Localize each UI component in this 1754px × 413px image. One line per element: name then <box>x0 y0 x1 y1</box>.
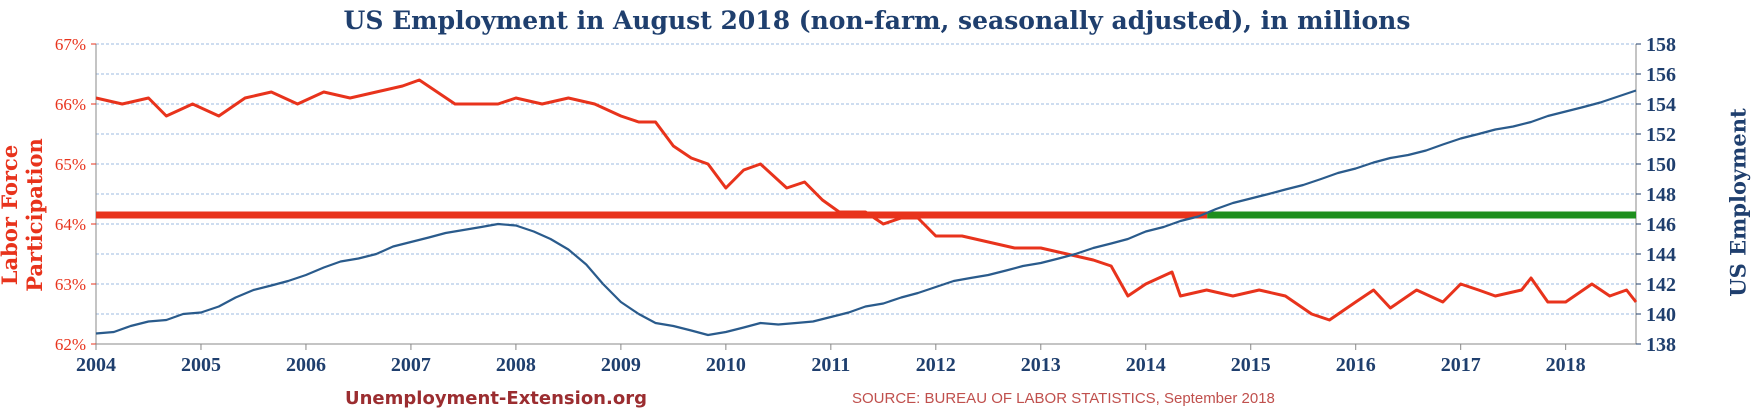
right-tick-label: 138 <box>1646 334 1676 356</box>
x-tick-label: 2011 <box>811 354 850 376</box>
left-tick-label: 63% <box>55 275 86 294</box>
left-tick-label: 62% <box>55 335 86 354</box>
site-credit: Unemployment-Extension.org <box>345 388 647 409</box>
x-tick-label: 2018 <box>1546 354 1586 376</box>
x-tick-label: 2017 <box>1441 354 1481 376</box>
source-credit: SOURCE: BUREAU OF LABOR STATISTICS, Sept… <box>852 390 1275 407</box>
right-tick-label: 146 <box>1646 214 1676 236</box>
right-tick-label: 154 <box>1646 94 1676 116</box>
right-tick-label: 148 <box>1646 184 1676 206</box>
x-tick-label: 2006 <box>286 354 326 376</box>
right-tick-label: 142 <box>1646 274 1676 296</box>
left-tick-label: 64% <box>55 215 86 234</box>
left-tick-label: 65% <box>55 155 86 174</box>
x-tick-label: 2007 <box>391 354 431 376</box>
x-tick-label: 2005 <box>181 354 221 376</box>
right-tick-label: 150 <box>1646 154 1676 176</box>
chart-title: US Employment in August 2018 (non-farm, … <box>343 6 1411 35</box>
participation-line <box>95 78 1638 322</box>
x-tick-label: 2016 <box>1336 354 1376 376</box>
right-tick-label: 140 <box>1646 304 1676 326</box>
x-tick-label: 2013 <box>1021 354 1061 376</box>
right-tick-label: 156 <box>1646 64 1676 86</box>
right-tick-label: 152 <box>1646 124 1676 146</box>
x-tick-label: 2014 <box>1126 354 1166 376</box>
left-tick-label: 66% <box>55 95 86 114</box>
x-tick-label: 2009 <box>601 354 641 376</box>
employment-line <box>95 89 1637 337</box>
x-tick-label: 2008 <box>496 354 536 376</box>
x-tick-label: 2012 <box>916 354 956 376</box>
x-tick-label: 2010 <box>706 354 746 376</box>
right-tick-label: 158 <box>1646 34 1676 56</box>
left-tick-label: 67% <box>55 35 86 54</box>
x-tick-label: 2004 <box>76 354 116 376</box>
right-tick-label: 144 <box>1646 244 1676 266</box>
x-tick-label: 2015 <box>1231 354 1271 376</box>
